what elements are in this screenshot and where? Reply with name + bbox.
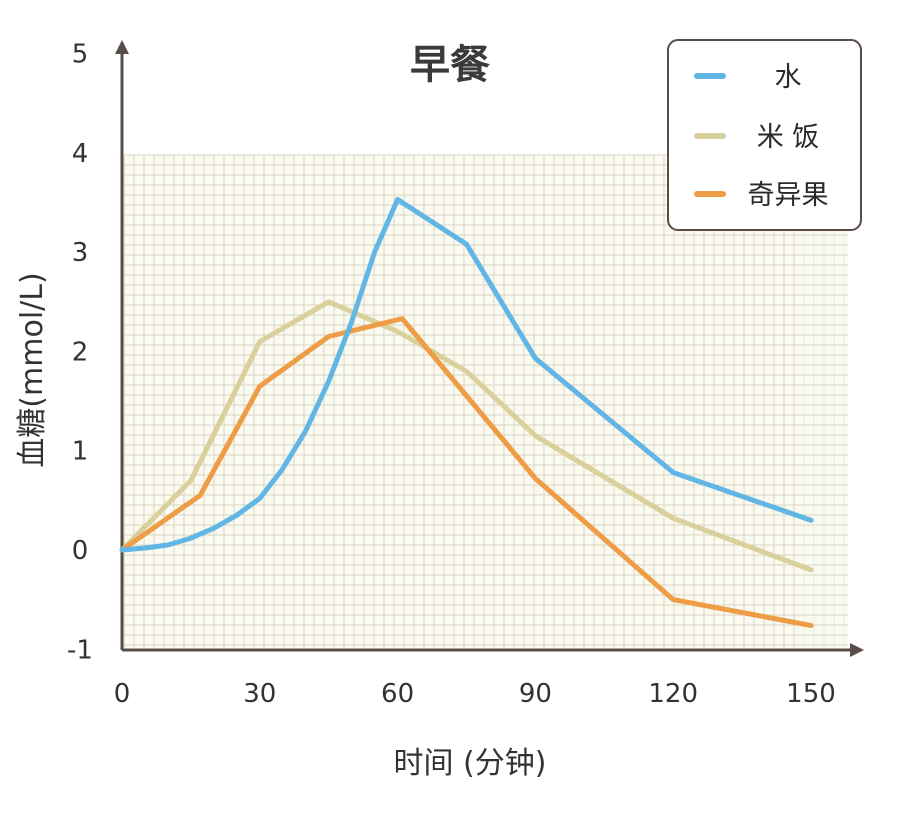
y-tick-label: -1 <box>67 635 93 665</box>
y-tick-label: 1 <box>72 437 89 467</box>
y-tick-label: 4 <box>72 139 89 169</box>
series-line-1 <box>119 299 814 573</box>
tick-labels: 0 30 60 90 120 150 5 4 3 2 1 0 -1 <box>67 40 836 710</box>
series <box>119 197 814 628</box>
legend-label-1: 米 饭 <box>757 122 820 153</box>
x-tick-label: 150 <box>786 679 836 709</box>
y-axis-title: 血糖(mmol/L) <box>15 272 50 467</box>
grid-background <box>124 155 848 648</box>
legend-box <box>667 39 862 231</box>
x-tick-label: 60 <box>381 679 414 709</box>
x-tick-label: 0 <box>114 679 131 709</box>
x-tick-label: 120 <box>648 679 698 709</box>
chart-title: 早餐 <box>410 42 490 88</box>
legend-label-2: 奇异果 <box>748 180 829 211</box>
x-axis-title: 时间 (分钟) <box>394 746 547 781</box>
x-tick-label: 90 <box>519 679 552 709</box>
legend-label-0: 水 <box>775 62 802 93</box>
y-tick-label: 5 <box>72 40 89 70</box>
grid <box>123 154 848 648</box>
y-tick-label: 3 <box>72 238 89 268</box>
x-tick-label: 30 <box>243 679 276 709</box>
y-tick-label: 0 <box>72 536 89 566</box>
y-tick-label: 2 <box>72 337 89 367</box>
series-line-0 <box>119 197 814 553</box>
series-line-2 <box>119 316 814 628</box>
y-axis-arrow <box>115 40 129 54</box>
x-axis-arrow <box>850 643 864 657</box>
